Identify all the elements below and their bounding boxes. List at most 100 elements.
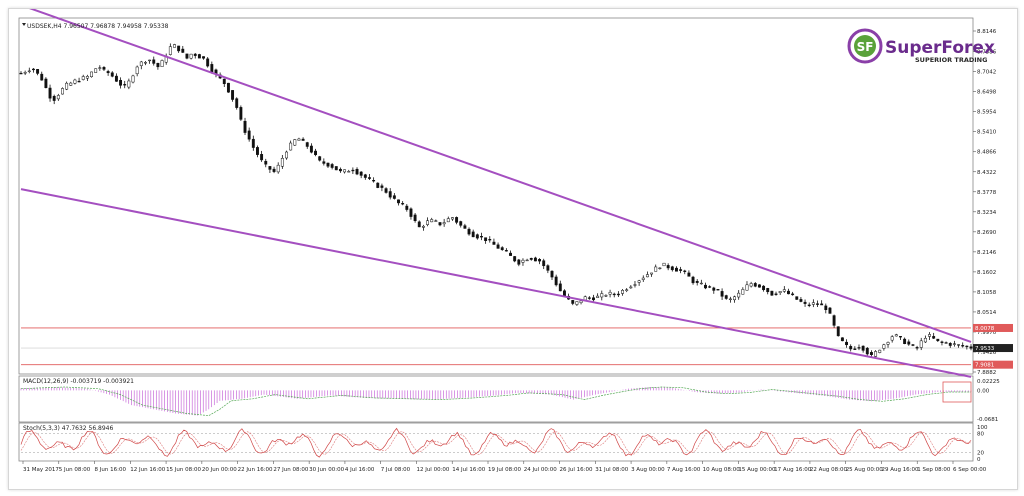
candle-body bbox=[401, 203, 405, 205]
candle-body bbox=[741, 289, 745, 295]
candle-body bbox=[616, 293, 620, 296]
candle-body bbox=[110, 72, 114, 77]
candle-body bbox=[69, 82, 73, 86]
candle-body bbox=[81, 76, 85, 80]
candle-body bbox=[351, 169, 355, 172]
candle-body bbox=[899, 336, 902, 338]
candle-body bbox=[803, 301, 807, 304]
candle-body bbox=[952, 343, 956, 345]
candle-body bbox=[828, 307, 832, 314]
candle-body bbox=[778, 291, 782, 294]
support-price-badge bbox=[973, 360, 1013, 369]
candle-body bbox=[940, 341, 944, 343]
candle-body bbox=[27, 70, 31, 72]
candle-body bbox=[745, 284, 749, 291]
candle-body bbox=[139, 61, 143, 66]
candle-body bbox=[612, 293, 616, 296]
candle-body bbox=[52, 95, 56, 101]
candle-body bbox=[65, 82, 69, 90]
candle-body bbox=[737, 292, 741, 298]
candle-body bbox=[708, 286, 712, 288]
candle-body bbox=[915, 347, 919, 349]
candle-body bbox=[56, 95, 60, 100]
candle-body bbox=[923, 337, 927, 343]
candle-body bbox=[475, 234, 479, 239]
logo-disc-icon bbox=[854, 35, 876, 57]
y-tick-label: 7.9426 bbox=[977, 350, 997, 356]
x-tick-label: 14 Jul 16:00 bbox=[452, 467, 485, 473]
candle-body bbox=[293, 139, 297, 146]
macd-tick-label: 0.00 bbox=[977, 388, 990, 394]
y-tick-label: 8.2146 bbox=[977, 250, 997, 256]
candle-body bbox=[579, 300, 583, 303]
candle-body bbox=[836, 326, 840, 337]
candle-body bbox=[571, 300, 575, 304]
candle-body bbox=[297, 138, 301, 141]
current-price-label: 7.9533 bbox=[975, 346, 995, 352]
candle-body bbox=[890, 336, 894, 341]
candle-body bbox=[869, 352, 873, 355]
candle-body bbox=[683, 270, 687, 272]
candle-body bbox=[73, 79, 77, 84]
y-tick-label: 8.7042 bbox=[977, 70, 996, 76]
candle-body bbox=[260, 154, 264, 161]
candle-body bbox=[61, 88, 64, 95]
superforex-logo: SF SuperForex SUPERIOR TRADING bbox=[847, 28, 995, 64]
logo-mark: SF bbox=[857, 40, 874, 54]
candle-body bbox=[757, 284, 761, 288]
resistance-price-badge bbox=[973, 323, 1013, 332]
candle-body bbox=[733, 296, 736, 301]
candle-body bbox=[878, 349, 882, 353]
candle-body bbox=[625, 289, 629, 291]
candle-body bbox=[343, 169, 347, 173]
candle-body bbox=[608, 291, 612, 295]
candle-body bbox=[762, 285, 766, 291]
stoch-signal-line bbox=[20, 431, 972, 455]
candle-body bbox=[459, 221, 463, 226]
current-price-badge bbox=[973, 344, 1013, 353]
x-tick-label: 20 Jun 00:00 bbox=[202, 467, 237, 473]
candle-body bbox=[645, 274, 649, 278]
y-tick-label: 8.4322 bbox=[977, 170, 996, 176]
candle-body bbox=[629, 286, 633, 289]
chart-canvas: 8.8146 8.7586 8.7042 8.6498 8.5954 8.5410 8.48… bbox=[18, 9, 1013, 473]
candle-body bbox=[455, 217, 459, 223]
x-tick-label: 19 Jul 08:00 bbox=[488, 467, 521, 473]
candle-body bbox=[840, 337, 844, 342]
candle-body bbox=[886, 342, 890, 345]
candle-body bbox=[816, 303, 819, 305]
candle-body bbox=[865, 347, 869, 355]
candle-body bbox=[944, 342, 948, 344]
candle-body bbox=[318, 156, 322, 161]
candle-body bbox=[554, 276, 558, 286]
candle-body bbox=[285, 151, 288, 159]
resistance-price-label: 8.0078 bbox=[975, 326, 995, 332]
candle-body bbox=[314, 150, 317, 156]
candle-body bbox=[932, 336, 936, 339]
stoch-main-line bbox=[20, 427, 972, 458]
candle-body bbox=[442, 222, 446, 225]
price-panel bbox=[19, 9, 973, 378]
candle-body bbox=[301, 138, 305, 141]
candle-body bbox=[484, 237, 488, 241]
x-tick-label: 29 Aug 16:00 bbox=[881, 467, 919, 473]
x-tick-label: 15 Jun 08:00 bbox=[166, 467, 201, 473]
candle-body bbox=[114, 75, 118, 82]
y-tick-label: 8.3234 bbox=[977, 210, 997, 216]
stoch-panel bbox=[20, 427, 972, 458]
price-panel-frame bbox=[18, 17, 974, 375]
candle-body bbox=[894, 334, 898, 337]
candle-body bbox=[102, 67, 106, 70]
candle-body bbox=[679, 269, 683, 271]
candle-body bbox=[799, 299, 803, 302]
y-tick-label: 7.9970 bbox=[977, 330, 997, 336]
candle-body bbox=[31, 68, 35, 71]
candle-body bbox=[687, 272, 691, 277]
candle-body bbox=[268, 166, 272, 170]
x-tick-label: 5 Jun 08:00 bbox=[59, 467, 91, 473]
candle-body bbox=[749, 283, 753, 287]
logo-tagline: SUPERIOR TRADING bbox=[915, 56, 987, 64]
candle-body bbox=[144, 62, 147, 64]
candle-body bbox=[334, 166, 338, 171]
collapse-triangle-icon[interactable] bbox=[22, 23, 26, 26]
